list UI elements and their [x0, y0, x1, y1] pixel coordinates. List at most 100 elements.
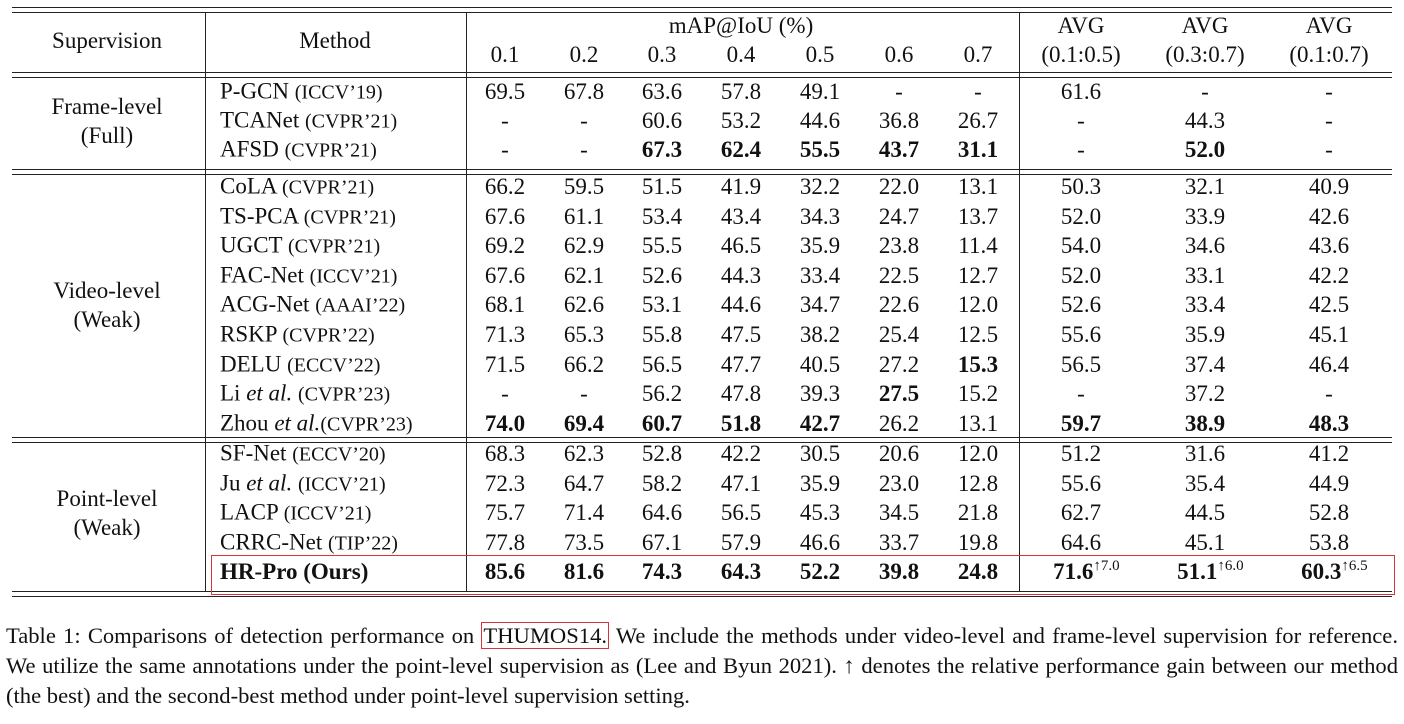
- score-value: 42.5: [1308, 292, 1350, 318]
- score-value: 22.5: [878, 262, 920, 288]
- score-cell: 62.7: [1061, 500, 1101, 526]
- score-cell: 13.1: [958, 174, 998, 200]
- score-value: 54.0: [1060, 233, 1102, 259]
- score-value: 44.9: [1308, 470, 1350, 496]
- iou-threshold: 0.1: [490, 42, 520, 67]
- score-value: 67.1: [641, 529, 683, 555]
- method-et-al: et al.: [246, 380, 293, 406]
- score-value: 62.9: [563, 233, 605, 259]
- score-cell: 74.3: [642, 559, 682, 585]
- score-value: 47.1: [720, 470, 762, 496]
- score-cell: 43.6: [1309, 233, 1349, 259]
- score-cell: 52.6: [642, 263, 682, 289]
- score-value: 64.7: [563, 470, 605, 496]
- method-venue: (CVPR’21): [304, 110, 398, 133]
- score-cell: 30.5: [800, 441, 840, 467]
- method-venue: (ICCV’21): [309, 265, 398, 288]
- score-cell: 57.9: [721, 530, 761, 556]
- score-cell: 43.4: [721, 204, 761, 230]
- score-value: 44.3: [720, 262, 762, 288]
- score-cell: 58.2: [642, 471, 682, 497]
- score-value: 59.7: [1060, 410, 1102, 436]
- score-value: 21.8: [957, 500, 999, 526]
- score-value: 26.7: [957, 108, 999, 133]
- score-cell: 22.0: [879, 174, 919, 200]
- score-cell: 12.8: [958, 471, 998, 497]
- score-cell: 38.9: [1185, 411, 1225, 437]
- rule: [12, 72, 1392, 74]
- method-name: CRRC-Net: [220, 529, 323, 555]
- score-cell: 69.5: [485, 79, 525, 105]
- score-value: -: [974, 79, 982, 104]
- score-value: 72.3: [484, 470, 526, 496]
- score-value: 39.3: [799, 381, 841, 407]
- score-cell: 45.1: [1185, 530, 1225, 556]
- iou-threshold: 0.7: [963, 42, 993, 67]
- score-value: -: [1325, 108, 1333, 133]
- score-cell: 32.2: [800, 174, 840, 200]
- method-name: TS-PCA: [220, 203, 298, 229]
- highlight-box: [211, 555, 1395, 596]
- score-value: 74.0: [484, 410, 526, 436]
- score-cell: 56.5: [721, 500, 761, 526]
- score-cell: 31.1: [958, 137, 998, 163]
- score-cell: 67.3: [642, 137, 682, 163]
- score-value: 35.9: [799, 470, 841, 496]
- score-value: -: [580, 381, 588, 407]
- score-cell: -: [501, 108, 509, 134]
- score-cell: 12.7: [958, 263, 998, 289]
- score-cell: 74.0: [485, 411, 525, 437]
- avg-range: (0.3:0.7): [1165, 42, 1245, 67]
- score-cell: 67.8: [564, 79, 604, 105]
- method-venue: (ICCV’19): [294, 81, 383, 104]
- score-cell: 55.5: [642, 233, 682, 259]
- score-cell: 60.6: [642, 108, 682, 134]
- score-cell: 47.7: [721, 352, 761, 378]
- score-cell: 62.6: [564, 292, 604, 318]
- score-value: 55.6: [1060, 322, 1102, 347]
- score-cell: 62.3: [564, 441, 604, 467]
- method-cell: TS-PCA (CVPR’21): [220, 203, 396, 230]
- score-value: 65.3: [563, 322, 605, 347]
- score-value: 12.7: [957, 262, 999, 288]
- score-value: 51.1: [1177, 559, 1218, 585]
- score-cell: 33.9: [1185, 204, 1225, 230]
- score-cell: 44.3: [1185, 108, 1225, 134]
- score-cell: -: [501, 381, 509, 407]
- score-cell: 44.6: [800, 108, 840, 134]
- score-cell: 12.0: [958, 292, 998, 318]
- iou-threshold: 0.5: [805, 42, 835, 67]
- score-cell: 44.6: [721, 292, 761, 318]
- score-value: 46.5: [720, 233, 762, 259]
- method-name: P-GCN: [220, 78, 290, 104]
- score-cell: 46.5: [721, 233, 761, 259]
- score-value: 60.6: [641, 108, 683, 133]
- score-value: 31.1: [957, 137, 999, 162]
- method-name: TCANet: [220, 107, 300, 133]
- score-value: 67.6: [484, 203, 526, 229]
- score-value: 75.7: [484, 500, 526, 526]
- score-cell: 44.9: [1309, 471, 1349, 497]
- score-cell: -: [1325, 381, 1333, 407]
- score-cell: 67.6: [485, 263, 525, 289]
- score-value: 53.8: [1308, 529, 1350, 555]
- score-cell: 34.3: [800, 204, 840, 230]
- score-value: 31.6: [1184, 441, 1226, 466]
- score-value: -: [1201, 79, 1209, 104]
- score-value: 22.6: [878, 292, 920, 318]
- score-value: 55.6: [1060, 470, 1102, 496]
- score-value: 52.6: [1060, 292, 1102, 318]
- score-cell: 50.3: [1061, 174, 1101, 200]
- score-cell: 55.8: [642, 322, 682, 348]
- score-cell: 34.6: [1185, 233, 1225, 259]
- score-value: 74.3: [641, 559, 683, 585]
- score-cell: 67.6: [485, 204, 525, 230]
- score-value: 64.6: [641, 500, 683, 526]
- method-cell: Ju et al. (ICCV’21): [220, 470, 386, 497]
- method-et-al: et al.: [274, 410, 321, 436]
- score-cell: -: [1325, 108, 1333, 134]
- score-value: 35.9: [1184, 322, 1226, 347]
- score-value: 52.0: [1060, 203, 1102, 229]
- score-cell: 24.8: [958, 559, 998, 585]
- method-name: LACP: [220, 499, 278, 525]
